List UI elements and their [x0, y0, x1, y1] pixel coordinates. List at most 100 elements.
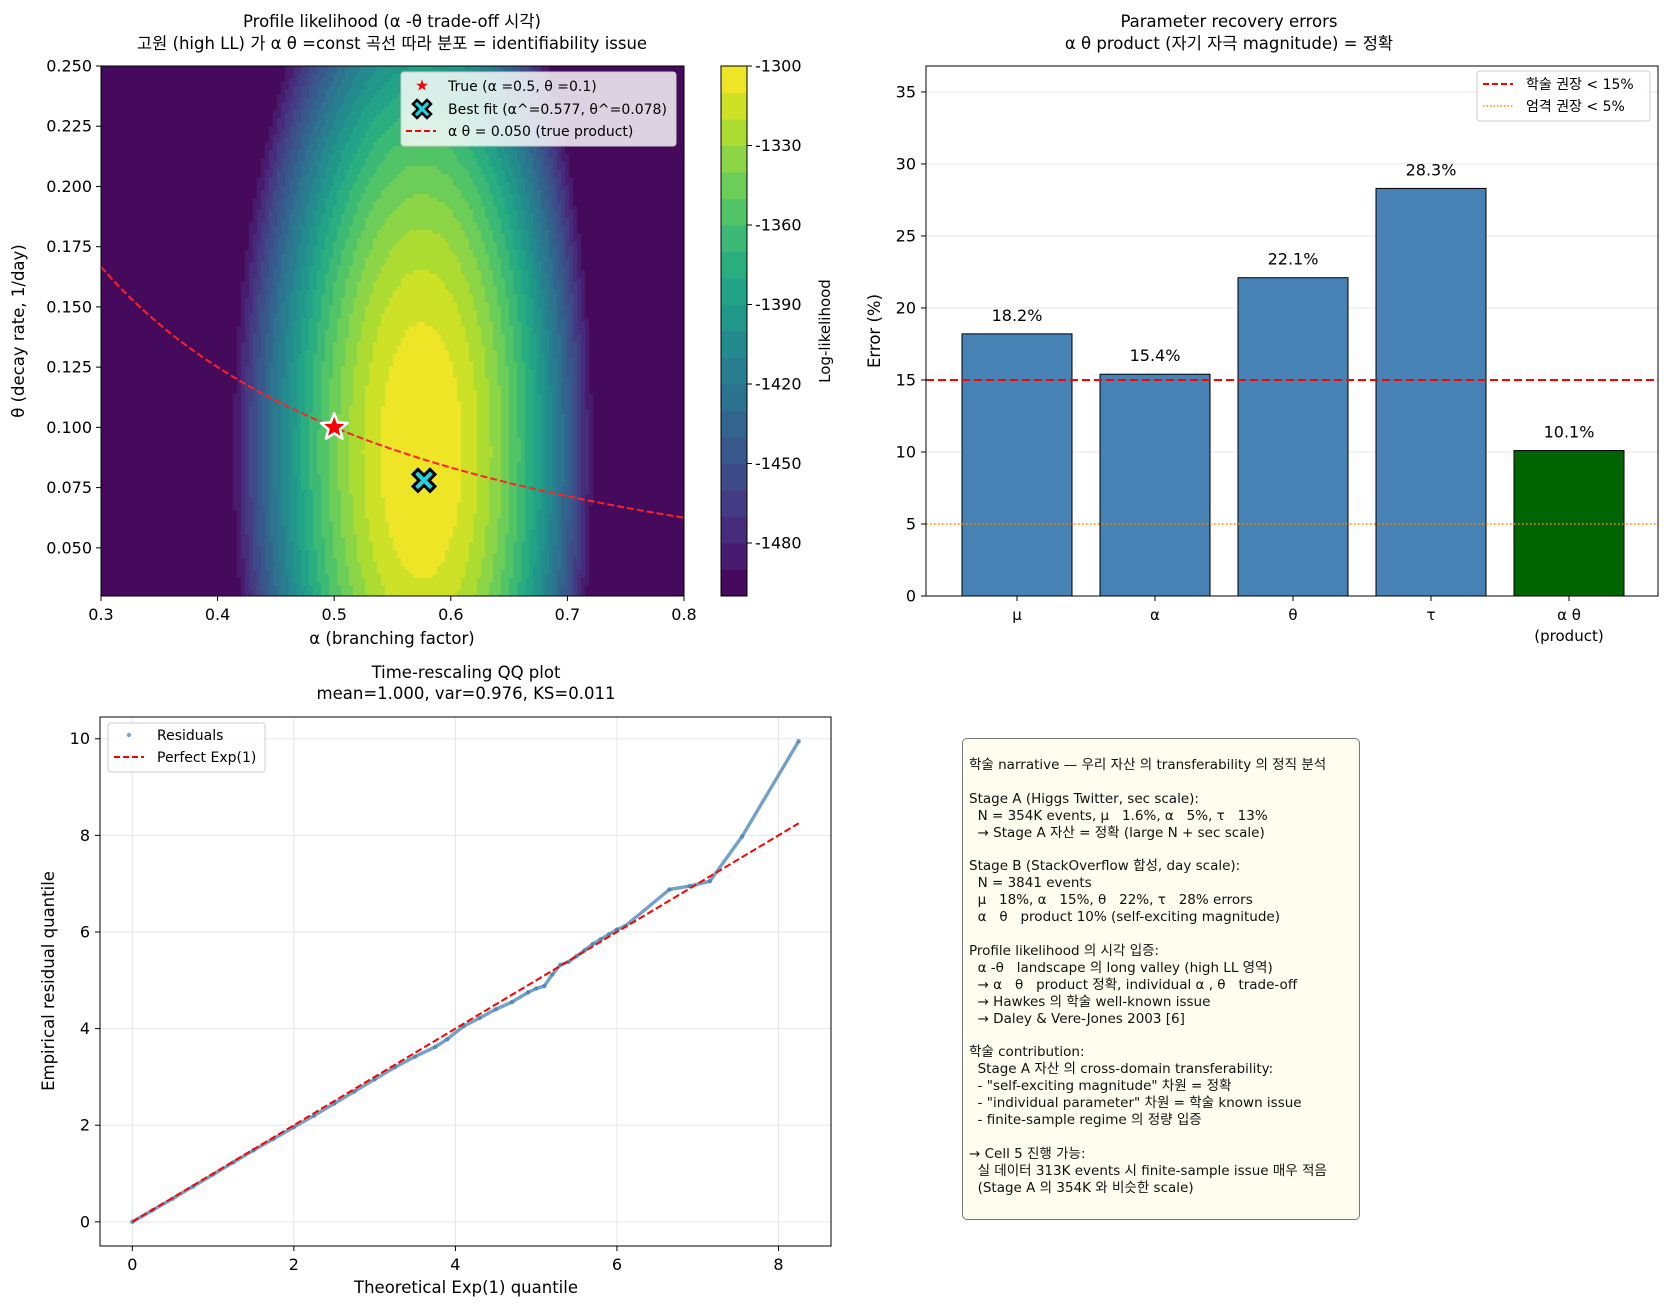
- contour-cell: [149, 322, 154, 327]
- contour-cell: [229, 570, 234, 575]
- contour-cell: [185, 354, 190, 359]
- contour-cell: [141, 82, 146, 87]
- contour-cell: [161, 350, 166, 355]
- contour-cell: [101, 322, 106, 327]
- contour-cell: [229, 370, 234, 375]
- contour-cell: [181, 562, 186, 567]
- contour-cell: [161, 194, 166, 199]
- contour-cell: [221, 146, 226, 151]
- contour-cell: [241, 234, 246, 239]
- contour-cell: [105, 166, 110, 171]
- contour-cell: [249, 186, 254, 191]
- contour-cell: [249, 258, 254, 263]
- contour-cell: [157, 334, 162, 339]
- contour-cell: [209, 574, 214, 579]
- contour-cell: [101, 190, 106, 195]
- contour-cell: [209, 234, 214, 239]
- contour-cell: [133, 326, 138, 331]
- contour-cell: [153, 138, 158, 143]
- contour-cell: [141, 226, 146, 231]
- contour-cell: [221, 326, 226, 331]
- contour-cell: [197, 126, 202, 131]
- contour-cell: [185, 118, 190, 123]
- contour-cell: [173, 454, 178, 459]
- contour-cell: [189, 422, 194, 427]
- contour-cell: [245, 126, 250, 131]
- contour-cell: [121, 334, 126, 339]
- contour-cell: [213, 438, 218, 443]
- contour-cell: [237, 362, 242, 367]
- contour-cell: [149, 218, 154, 223]
- contour-cell: [157, 138, 162, 143]
- contour-cell: [177, 578, 182, 583]
- contour-cell: [113, 486, 118, 491]
- contour-cell: [113, 318, 118, 323]
- contour-cell: [161, 334, 166, 339]
- contour-cell: [145, 306, 150, 311]
- contour-cell: [221, 438, 226, 443]
- contour-cell: [225, 522, 230, 527]
- contour-cell: [145, 430, 150, 435]
- contour-cell: [101, 222, 106, 227]
- contour-cell: [113, 270, 118, 275]
- contour-cell: [185, 542, 190, 547]
- contour-cell: [229, 318, 234, 323]
- contour-cell: [245, 574, 250, 579]
- contour-cell: [181, 514, 186, 519]
- contour-cell: [205, 458, 210, 463]
- contour-cell: [213, 290, 218, 295]
- contour-cell: [209, 446, 214, 451]
- contour-cell: [165, 230, 170, 235]
- contour-cell: [117, 418, 122, 423]
- contour-cell: [141, 114, 146, 119]
- contour-cell: [177, 574, 182, 579]
- contour-cell: [101, 246, 106, 251]
- contour-cell: [181, 178, 186, 183]
- contour-cell: [133, 498, 138, 503]
- contour-cell: [245, 354, 250, 359]
- contour-cell: [101, 410, 106, 415]
- contour-cell: [157, 286, 162, 291]
- contour-cell: [241, 374, 246, 379]
- contour-cell: [117, 462, 122, 467]
- contour-cell: [229, 438, 234, 443]
- contour-cell: [249, 346, 254, 351]
- contour-cell: [137, 506, 142, 511]
- contour-cell: [145, 526, 150, 531]
- contour-cell: [133, 258, 138, 263]
- contour-cell: [201, 578, 206, 583]
- contour-cell: [237, 146, 242, 151]
- contour-cell: [229, 542, 234, 547]
- contour-cell: [129, 98, 134, 103]
- contour-cell: [157, 510, 162, 515]
- contour-cell: [113, 162, 118, 167]
- contour-cell: [101, 578, 106, 583]
- contour-cell: [169, 186, 174, 191]
- contour-cell: [109, 82, 114, 87]
- contour-cell: [145, 534, 150, 539]
- contour-cell: [129, 486, 134, 491]
- contour-cell: [205, 426, 210, 431]
- contour-cell: [129, 170, 134, 175]
- contour-cell: [133, 218, 138, 223]
- contour-cell: [133, 366, 138, 371]
- contour-cell: [133, 410, 138, 415]
- contour-cell: [241, 258, 246, 263]
- contour-cell: [181, 326, 186, 331]
- contour-cell: [161, 146, 166, 151]
- contour-cell: [161, 114, 166, 119]
- contour-cell: [145, 258, 150, 263]
- contour-cell: [193, 542, 198, 547]
- contour-cell: [213, 82, 218, 87]
- contour-cell: [189, 126, 194, 131]
- contour-cell: [149, 250, 154, 255]
- contour-cell: [225, 126, 230, 131]
- contour-cell: [217, 458, 222, 463]
- contour-cell: [213, 406, 218, 411]
- contour-cell: [129, 382, 134, 387]
- contour-cell: [225, 170, 230, 175]
- contour-cell: [157, 490, 162, 495]
- contour-cell: [153, 94, 158, 99]
- contour-cell: [201, 114, 206, 119]
- contour-cell: [161, 134, 166, 139]
